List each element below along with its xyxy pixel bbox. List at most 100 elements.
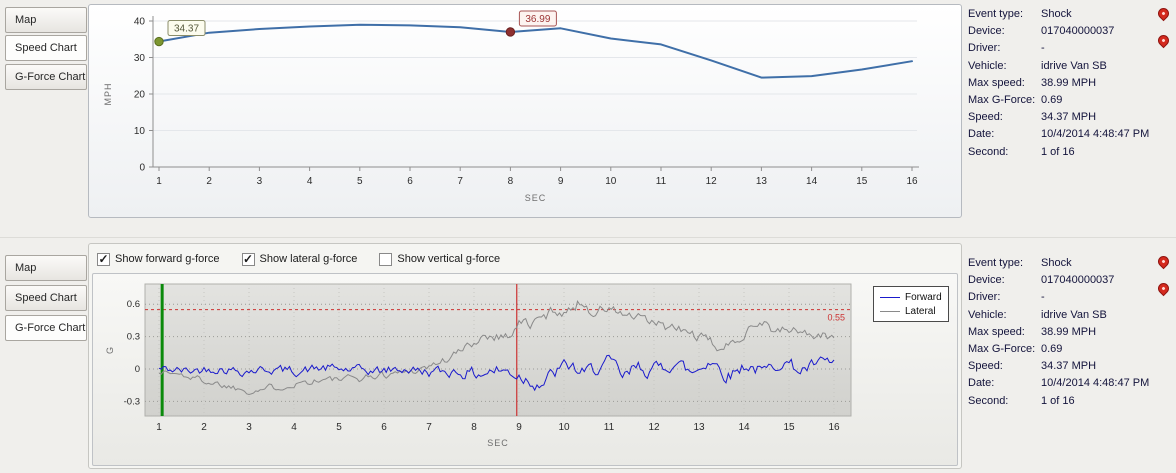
svg-text:16: 16 <box>828 422 840 433</box>
svg-text:G: G <box>105 346 115 354</box>
event-pin-icon[interactable] <box>1155 5 1172 22</box>
tab-speed-chart-top[interactable]: Speed Chart <box>5 35 87 61</box>
info-value: idrive Van SB <box>1041 59 1107 72</box>
checkbox-show-vertical-gforce[interactable]: Show vertical g-force <box>379 252 501 266</box>
series-lateral <box>158 299 835 396</box>
legend-label: Forward <box>905 291 942 303</box>
info-row: Device: 017040000037 <box>968 25 1154 42</box>
gforce-options-row: ✓ Show forward g-force ✓ Show lateral g-… <box>97 250 500 268</box>
tab-map-bottom[interactable]: Map <box>5 255 87 281</box>
gforce-chart-svg: -0.300.30.61 2 3 4 5 6 7 8 9 10 11 12 13 14 15 16SECG0.… <box>105 283 852 448</box>
info-label: Max G-Force: <box>968 93 1036 106</box>
pin-dot <box>1161 11 1166 16</box>
svg-text:16: 16 <box>906 176 918 187</box>
svg-text:10: 10 <box>605 176 617 187</box>
marker-label-box <box>518 10 557 27</box>
svg-text:4: 4 <box>291 422 297 433</box>
info-label: Speed: <box>968 111 1003 124</box>
info-value: - <box>1041 42 1045 55</box>
pin-dot <box>1161 286 1166 291</box>
info-row: Max speed: 38.99 MPH <box>968 77 1154 94</box>
checkbox-box[interactable] <box>379 252 393 266</box>
svg-text:9: 9 <box>516 422 522 433</box>
info-value: 1 of 16 <box>1041 394 1075 407</box>
info-row: Driver: - <box>968 42 1154 59</box>
svg-text:2: 2 <box>206 176 212 187</box>
svg-text:0: 0 <box>135 364 140 375</box>
info-value: Shock <box>1041 257 1072 269</box>
info-row: Vehicle: idrive Van SB <box>968 60 1154 77</box>
gforce-legend: Forward Lateral <box>873 286 949 322</box>
info-row: Driver: - <box>968 291 1154 308</box>
info-row: Speed: 34.37 MPH <box>968 360 1154 377</box>
info-label: Second: <box>968 145 1009 158</box>
svg-text:3: 3 <box>246 422 252 433</box>
info-row: Event type: Shock <box>968 257 1154 274</box>
event-pin-icon[interactable] <box>1155 253 1172 270</box>
info-row: Max G-Force: 0.69 <box>968 343 1154 360</box>
speed-line <box>158 23 913 79</box>
checkbox-show-forward-gforce[interactable]: ✓ Show forward g-force <box>97 251 220 266</box>
info-row: Device: 017040000037 <box>968 274 1154 291</box>
svg-text:6: 6 <box>407 176 413 187</box>
info-row: Speed: 34.37 MPH <box>968 111 1154 128</box>
checkbox-box[interactable]: ✓ <box>241 251 255 266</box>
svg-text:11: 11 <box>604 422 615 433</box>
info-label: Event type: <box>968 8 1024 20</box>
svg-text:14: 14 <box>738 422 750 433</box>
svg-text:SEC: SEC <box>487 438 509 448</box>
tab-map-top[interactable]: Map <box>5 7 87 33</box>
svg-text:12: 12 <box>648 422 660 433</box>
svg-text:34.37: 34.37 <box>174 24 199 35</box>
lateral-line-swatch <box>880 310 900 312</box>
svg-text:9: 9 <box>558 176 564 187</box>
info-value: 0.69 <box>1041 93 1063 106</box>
info-value: 34.37 MPH <box>1041 111 1097 124</box>
event-info-bottom: Event type: Shock Device: 017040000037 Drive… <box>968 257 1154 412</box>
gforce-chart: -0.3 0 0.3 0.6 1 2 3 4 5 6 7 8 9 10 11 12 13 14 15 16 SEC G 0.… <box>92 273 958 466</box>
marker-dot <box>505 27 516 37</box>
panel-divider <box>0 237 1176 238</box>
info-value: 1 of 16 <box>1041 145 1075 158</box>
info-value: 38.99 MPH <box>1041 325 1097 338</box>
svg-text:8: 8 <box>471 422 477 433</box>
info-value: - <box>1041 291 1045 304</box>
svg-text:30: 30 <box>134 53 146 64</box>
svg-text:40: 40 <box>134 17 146 28</box>
info-value: Shock <box>1041 8 1072 20</box>
checkbox-box[interactable]: ✓ <box>97 251 110 266</box>
marker-label-box <box>167 20 206 37</box>
svg-text:7: 7 <box>457 176 463 187</box>
svg-text:MPH: MPH <box>103 83 113 106</box>
gforce-plot-area <box>144 283 852 417</box>
checkbox-show-lateral-gforce[interactable]: ✓ Show lateral g-force <box>241 251 357 266</box>
info-row: Max speed: 38.99 MPH <box>968 326 1154 343</box>
pin-dot <box>1161 259 1166 264</box>
event-pin-icon[interactable] <box>1155 32 1172 49</box>
svg-text:15: 15 <box>783 422 795 433</box>
svg-text:7: 7 <box>426 422 432 433</box>
checkbox-label: Show vertical g-force <box>397 253 501 265</box>
svg-text:12: 12 <box>706 176 718 187</box>
info-row: Max G-Force: 0.69 <box>968 94 1154 111</box>
info-label: Date: <box>968 128 995 141</box>
tab-speed-chart-bottom[interactable]: Speed Chart <box>5 285 87 311</box>
event-pin-icon[interactable] <box>1155 280 1172 297</box>
info-label: Vehicle: <box>968 308 1007 321</box>
svg-text:20: 20 <box>134 90 146 101</box>
svg-text:0: 0 <box>139 163 145 174</box>
svg-text:6: 6 <box>381 422 387 433</box>
tab-gforce-chart-top[interactable]: G-Force Chart <box>5 64 87 90</box>
tab-gforce-chart-bottom[interactable]: G-Force Chart <box>5 315 87 341</box>
info-label: Second: <box>968 394 1009 407</box>
svg-text:13: 13 <box>756 176 768 187</box>
info-label: Device: <box>968 25 1005 38</box>
svg-text:13: 13 <box>693 422 705 433</box>
svg-text:SEC: SEC <box>525 193 547 203</box>
svg-text:-0.3: -0.3 <box>124 396 140 407</box>
svg-text:11: 11 <box>656 176 667 187</box>
info-value: 0.69 <box>1041 342 1063 355</box>
info-label: Max speed: <box>968 325 1025 338</box>
svg-text:0.3: 0.3 <box>127 332 140 343</box>
info-row: Vehicle: idrive Van SB <box>968 309 1154 326</box>
